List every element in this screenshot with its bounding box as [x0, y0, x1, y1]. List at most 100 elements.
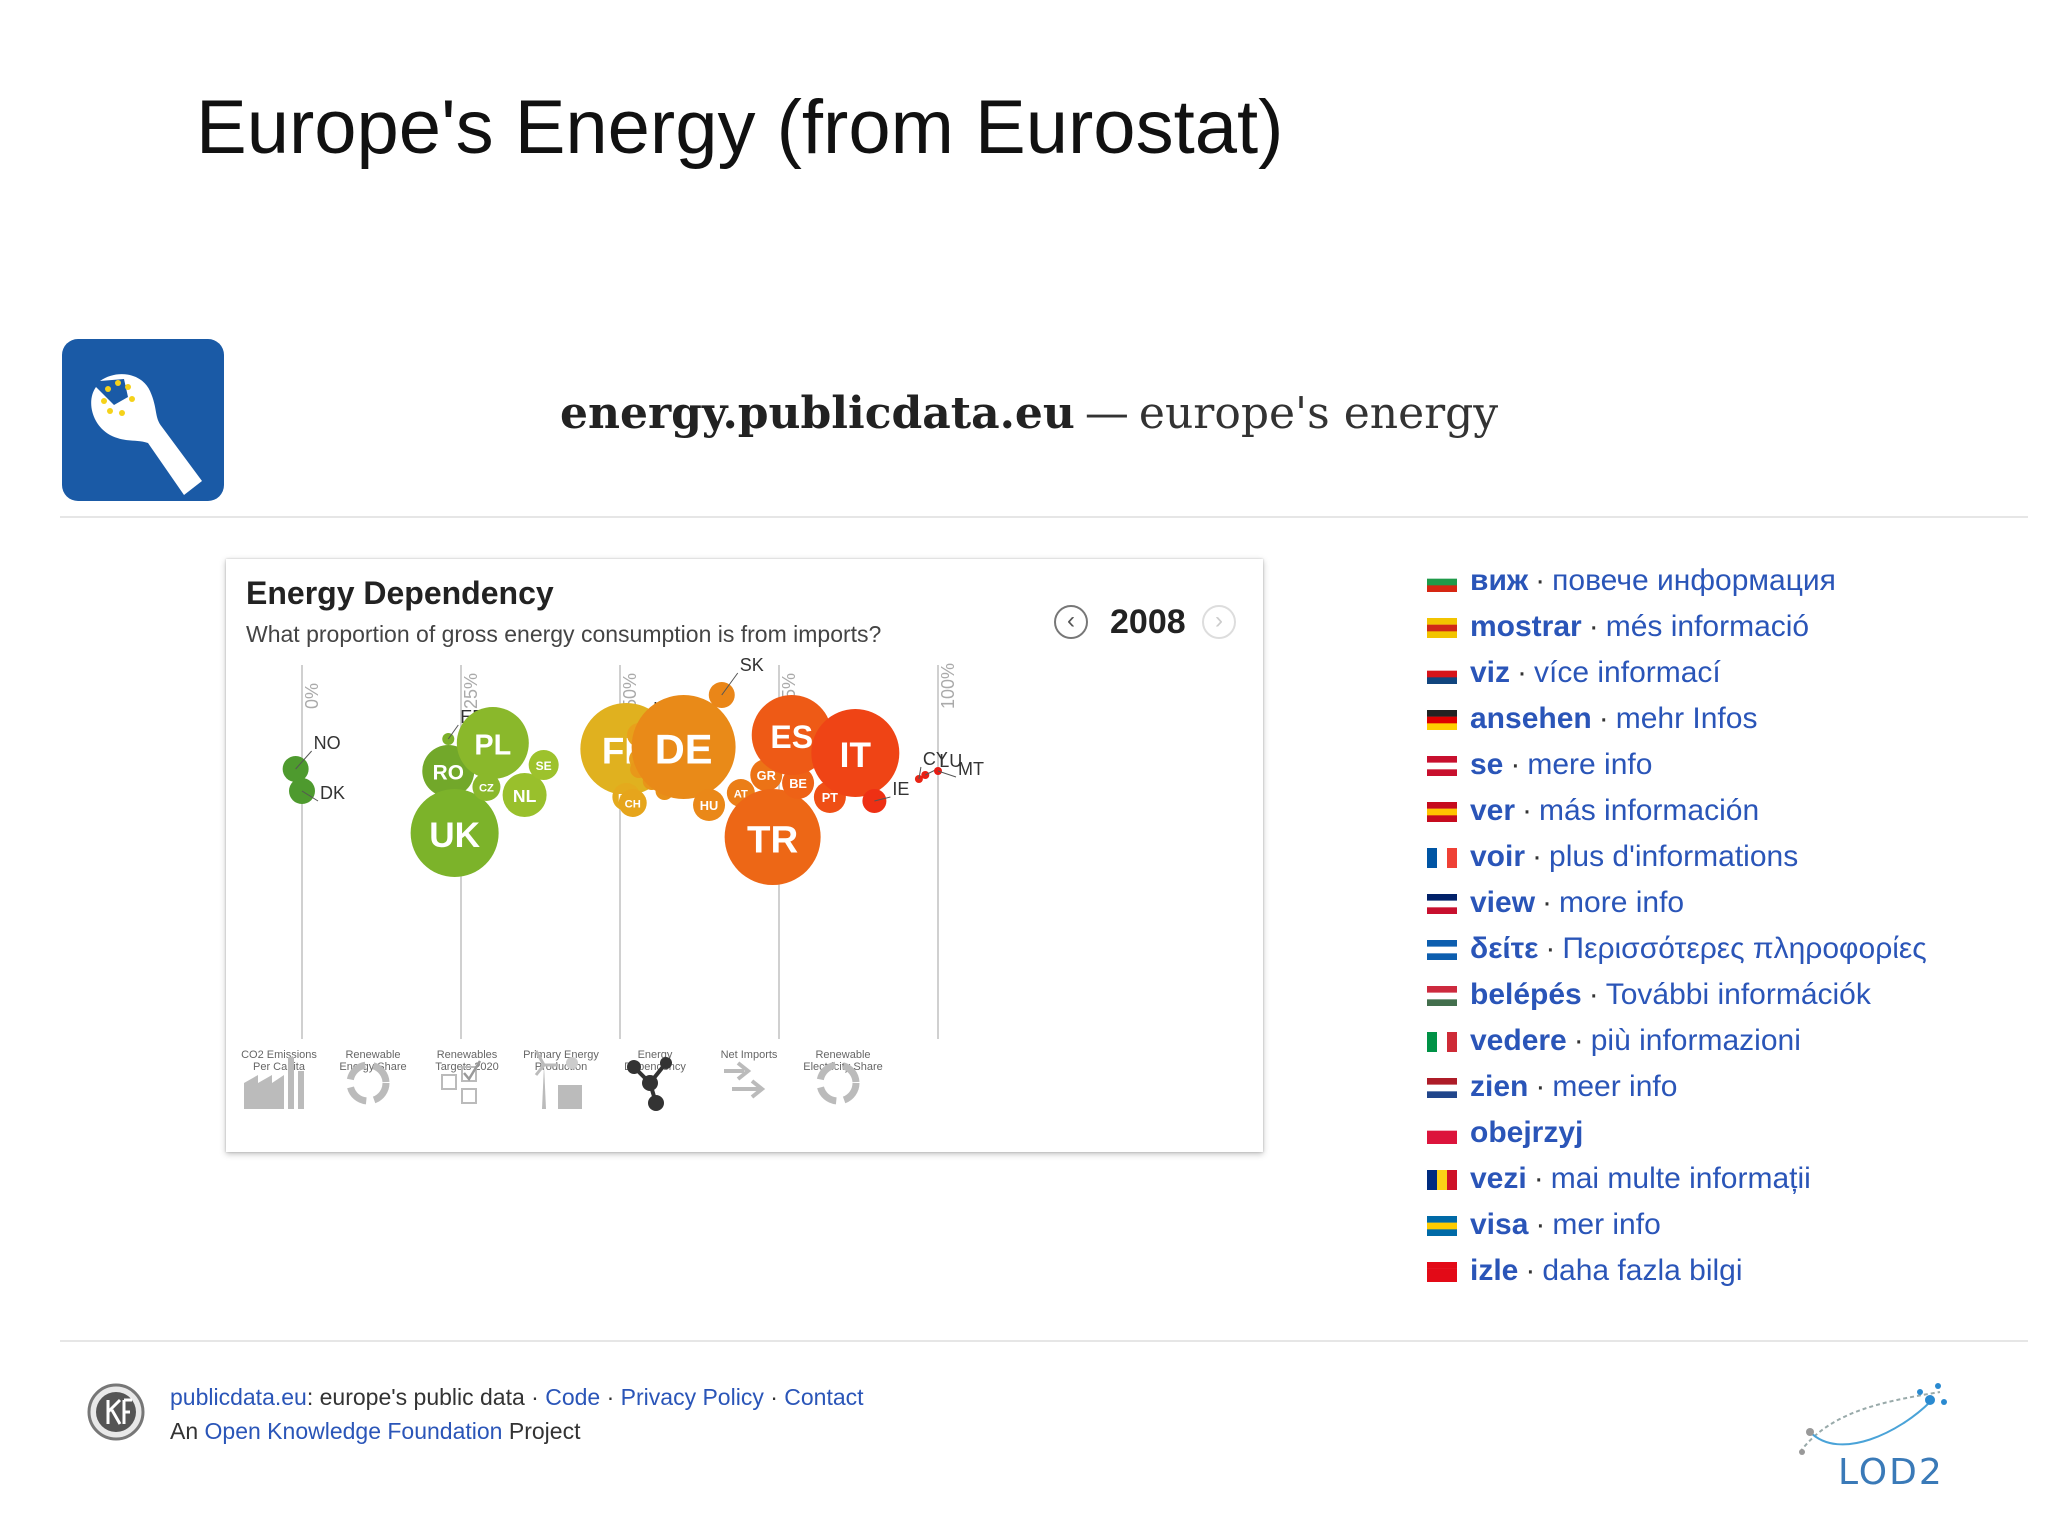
language-item-fr: voir · plus d'informations — [1426, 838, 2026, 884]
view-link[interactable]: ver — [1470, 794, 1516, 827]
more-info-link[interactable]: més informació — [1605, 610, 1810, 643]
more-info-link[interactable]: Περισσότερες πληροφορίες — [1562, 932, 1927, 965]
flag-el-icon — [1427, 940, 1457, 960]
language-item-el: δείτε · Περισσότερες πληροφορίες — [1426, 930, 2026, 976]
language-text: виж · повече информация — [1470, 564, 1836, 598]
indicator-toolbar: CO2 Emissions Per Capita Renewable Energ… — [234, 1049, 954, 1139]
more-info-link[interactable]: mer info — [1552, 1208, 1661, 1241]
bubble-nl[interactable] — [502, 773, 547, 817]
bubble-label: NO — [314, 733, 341, 753]
flag-en-icon — [1427, 894, 1457, 914]
tool-co2-emissions[interactable]: CO2 Emissions Per Capita — [234, 1049, 324, 1109]
recycle-icon — [346, 1061, 390, 1105]
tool-energy-dependency[interactable]: Energy Dependency — [610, 1049, 700, 1111]
more-info-link[interactable]: más información — [1539, 794, 1760, 827]
language-text: se · mere info — [1470, 748, 1652, 782]
label-leader — [721, 672, 739, 696]
tool-renewables-targets[interactable]: Renewables Targets 2020 — [422, 1049, 512, 1104]
more-info-link[interactable]: További információk — [1605, 978, 1871, 1011]
view-link[interactable]: mostrar — [1470, 610, 1582, 643]
view-link[interactable]: voir — [1470, 840, 1526, 873]
slide-title: Europe's Energy (from Eurostat) — [196, 85, 1284, 170]
more-info-link[interactable]: more info — [1559, 886, 1685, 919]
flag-tr-icon — [1427, 1262, 1457, 1282]
flag-de-icon — [1427, 710, 1457, 730]
separator-dot: · — [1588, 978, 1599, 1011]
view-link[interactable]: izle — [1470, 1254, 1519, 1287]
view-link[interactable]: belépés — [1470, 978, 1582, 1011]
footer-sep: · — [606, 1384, 615, 1410]
more-info-link[interactable]: mehr Infos — [1615, 702, 1758, 735]
view-link[interactable]: obejrzyj — [1470, 1116, 1584, 1149]
view-link[interactable]: vezi — [1470, 1162, 1527, 1195]
language-item-it: vedere · più informazioni — [1426, 1022, 2026, 1068]
x-tick-label: 100% — [938, 663, 958, 709]
okfn-link[interactable]: Open Knowledge Foundation — [204, 1418, 503, 1444]
view-link[interactable]: se — [1470, 748, 1504, 781]
tool-primary-energy-production[interactable]: Primary Energy Production — [516, 1049, 606, 1109]
okfn-logo[interactable] — [86, 1382, 146, 1442]
bubble-label: DK — [320, 783, 345, 803]
language-item-hu: belépés · További információk — [1426, 976, 2026, 1022]
bubble-chart: 0%25%50%75%100%NODKEEROUKPLCZNLSEFRBGCHH… — [282, 655, 984, 1039]
bubble-de[interactable] — [631, 695, 736, 799]
prev-year-button[interactable]: ‹ — [1054, 605, 1088, 639]
bubble-hu[interactable] — [693, 789, 726, 821]
language-text: zien · meer info — [1470, 1070, 1677, 1104]
bubble-label: CZ — [479, 782, 494, 794]
bubble-label: CH — [625, 798, 641, 810]
language-text: δείτε · Περισσότερες πληροφορίες — [1470, 932, 1927, 966]
tool-label: Primary Energy — [523, 1049, 599, 1061]
bubble-label: HU — [700, 798, 718, 813]
code-link[interactable]: Code — [545, 1384, 601, 1410]
contact-link[interactable]: Contact — [784, 1384, 864, 1410]
bubble-label: MT — [958, 759, 984, 779]
tool-net-imports[interactable]: Net Imports — [704, 1049, 794, 1099]
bubble-label: IE — [892, 779, 909, 799]
separator-dot: · — [1573, 1024, 1584, 1057]
more-info-link[interactable]: mere info — [1527, 748, 1653, 781]
language-item-de: ansehen · mehr Infos — [1426, 700, 2026, 746]
bubble-tr[interactable] — [724, 789, 821, 885]
next-year-button[interactable]: › — [1202, 605, 1236, 639]
view-link[interactable]: view — [1470, 886, 1536, 919]
x-tick-label: 0% — [302, 683, 322, 709]
separator-dot: · — [1588, 610, 1599, 643]
more-info-link[interactable]: mai multe informații — [1550, 1162, 1811, 1195]
bubble-pl[interactable] — [456, 707, 529, 779]
language-item-tr: izle · daha fazla bilgi — [1426, 1252, 2026, 1298]
view-link[interactable]: zien — [1470, 1070, 1529, 1103]
bubble-be[interactable] — [782, 767, 815, 799]
bubble-uk[interactable] — [410, 789, 499, 877]
more-info-link[interactable]: più informazioni — [1590, 1024, 1801, 1057]
view-link[interactable]: δείτε — [1470, 932, 1539, 965]
view-link[interactable]: viz — [1470, 656, 1511, 689]
more-info-link[interactable]: повече информация — [1552, 564, 1836, 597]
bubble-it[interactable] — [811, 709, 900, 797]
view-link[interactable]: visa — [1470, 1208, 1529, 1241]
publicdata-logo[interactable] — [62, 339, 224, 501]
flag-hu-icon — [1427, 986, 1457, 1006]
view-link[interactable]: ansehen — [1470, 702, 1592, 735]
bubble-se[interactable] — [528, 750, 559, 780]
more-info-link[interactable]: více informací — [1534, 656, 1721, 689]
view-link[interactable]: виж — [1470, 564, 1529, 597]
bubble-ch[interactable] — [618, 789, 647, 817]
publicdata-link[interactable]: publicdata.eu — [170, 1384, 307, 1410]
language-text: obejrzyj — [1470, 1116, 1583, 1150]
bubble-cz[interactable] — [472, 773, 501, 801]
bubble-label: SE — [536, 759, 552, 773]
tool-renewable-energy-share[interactable]: Renewable Energy Share — [328, 1049, 418, 1105]
more-info-link[interactable]: plus d'informations — [1549, 840, 1799, 873]
language-item-bg: виж · повече информация — [1426, 562, 2026, 608]
separator-dot: · — [1598, 702, 1609, 735]
site-domain[interactable]: energy.publicdata.eu — [560, 388, 1075, 439]
separator-dot: · — [1522, 794, 1533, 827]
view-link[interactable]: vedere — [1470, 1024, 1567, 1057]
flag-da-icon — [1427, 756, 1457, 776]
footer-sep: · — [531, 1384, 539, 1410]
more-info-link[interactable]: meer info — [1552, 1070, 1678, 1103]
tool-renewable-electricity-share[interactable]: Renewable Electricity Share — [798, 1049, 888, 1105]
privacy-policy-link[interactable]: Privacy Policy — [620, 1384, 764, 1410]
more-info-link[interactable]: daha fazla bilgi — [1542, 1254, 1743, 1287]
